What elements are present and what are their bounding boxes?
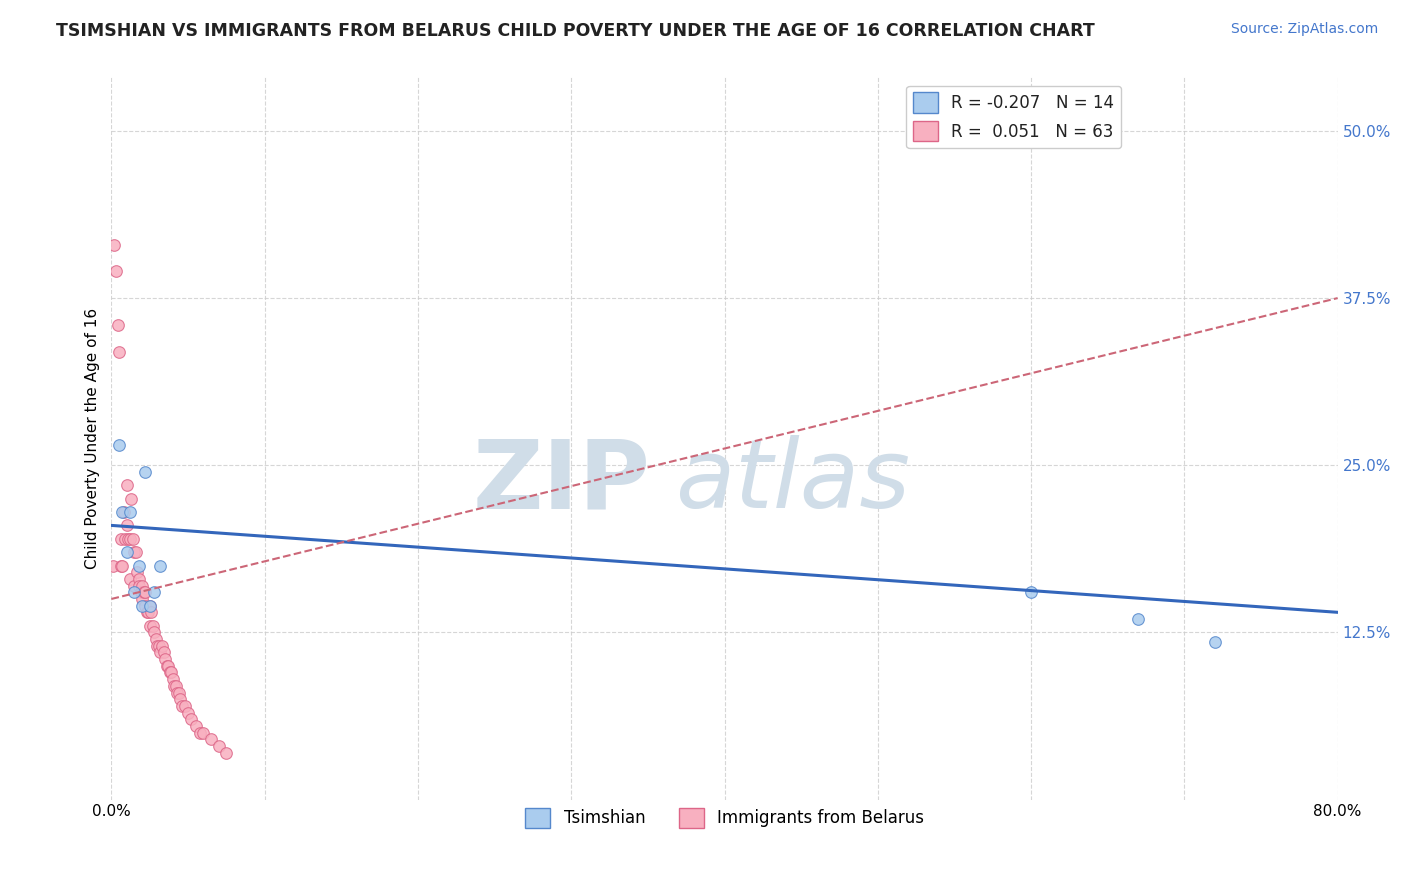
Point [105, 264, 128, 278]
Point [1019, 585, 1042, 599]
Point [108, 438, 131, 452]
Point [131, 591, 153, 606]
Point [170, 698, 193, 713]
Point [134, 599, 156, 613]
Point [118, 572, 141, 586]
Point [184, 719, 207, 733]
Point [117, 532, 139, 546]
Point [110, 532, 132, 546]
Point [1128, 612, 1150, 626]
Legend: Tsimshian, Immigrants from Belarus: Tsimshian, Immigrants from Belarus [519, 801, 931, 835]
Y-axis label: Child Poverty Under the Age of 16: Child Poverty Under the Age of 16 [86, 308, 100, 569]
Point [165, 679, 187, 693]
Point [122, 532, 145, 546]
Point [193, 725, 215, 739]
Point [169, 692, 191, 706]
Point [146, 639, 169, 653]
Point [131, 578, 153, 592]
Point [125, 545, 148, 559]
Point [110, 558, 132, 573]
Point [159, 665, 181, 680]
Point [150, 639, 173, 653]
Point [157, 658, 180, 673]
Point [149, 645, 172, 659]
Point [114, 532, 136, 546]
Point [138, 618, 160, 632]
Point [200, 732, 222, 747]
Point [112, 505, 135, 519]
Text: atlas: atlas [675, 435, 911, 528]
Point [153, 652, 176, 666]
Point [1204, 634, 1226, 648]
Point [160, 665, 183, 680]
Point [188, 725, 211, 739]
Text: Source: ZipAtlas.com: Source: ZipAtlas.com [1230, 22, 1378, 37]
Point [134, 465, 156, 479]
Point [155, 658, 177, 673]
Point [120, 491, 142, 506]
Point [162, 672, 184, 686]
Point [138, 599, 160, 613]
Point [118, 532, 141, 546]
Point [141, 605, 163, 619]
Point [111, 558, 134, 573]
Point [124, 578, 146, 592]
Point [215, 746, 238, 760]
Point [167, 685, 190, 699]
Point [136, 605, 159, 619]
Point [103, 237, 125, 252]
Point [129, 585, 152, 599]
Point [135, 605, 157, 619]
Point [131, 599, 153, 613]
Point [108, 344, 131, 359]
Point [111, 505, 134, 519]
Point [149, 558, 172, 573]
Point [166, 685, 188, 699]
Point [143, 585, 166, 599]
Point [127, 565, 149, 579]
Point [115, 478, 138, 492]
Point [132, 585, 155, 599]
Point [101, 558, 124, 573]
Point [174, 698, 197, 713]
Point [124, 585, 146, 599]
Point [208, 739, 231, 753]
Point [118, 505, 141, 519]
Text: TSIMSHIAN VS IMMIGRANTS FROM BELARUS CHILD POVERTY UNDER THE AGE OF 16 CORRELATI: TSIMSHIAN VS IMMIGRANTS FROM BELARUS CHI… [56, 22, 1095, 40]
Point [128, 558, 150, 573]
Point [128, 578, 150, 592]
Point [115, 545, 138, 559]
Point [115, 518, 138, 533]
Point [152, 645, 174, 659]
Point [138, 599, 160, 613]
Point [145, 632, 167, 646]
Point [163, 679, 186, 693]
Point [134, 585, 156, 599]
Point [177, 706, 200, 720]
Point [142, 618, 165, 632]
Point [148, 639, 170, 653]
Point [143, 625, 166, 640]
Point [128, 572, 150, 586]
Point [107, 318, 129, 332]
Text: ZIP: ZIP [472, 435, 651, 528]
Point [180, 712, 202, 726]
Point [124, 545, 146, 559]
